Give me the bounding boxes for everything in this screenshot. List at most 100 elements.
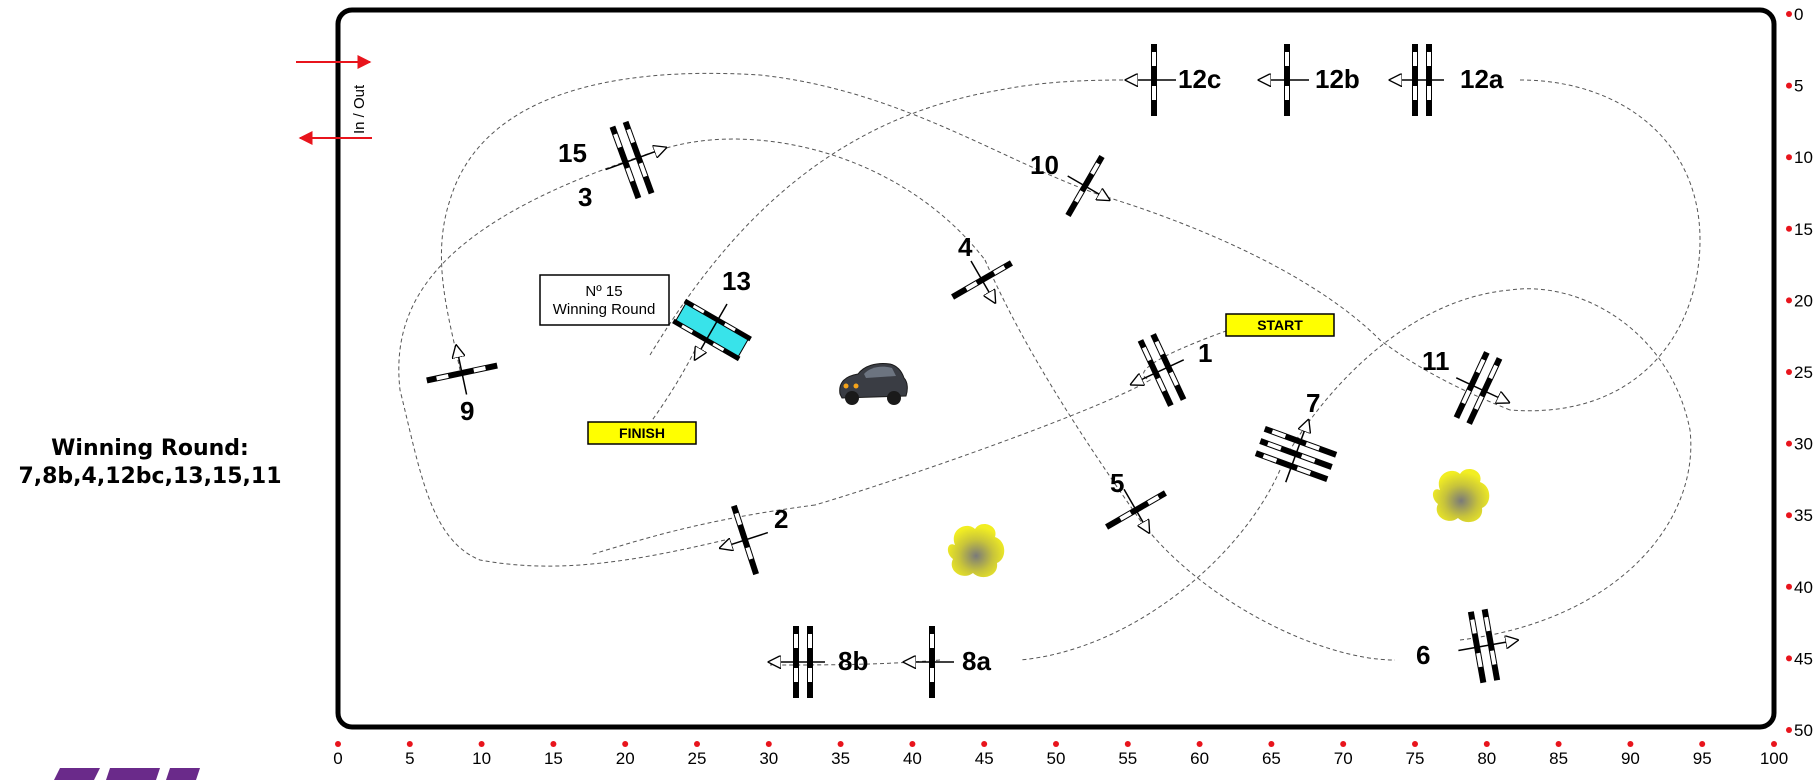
x-axis-label: 35 [831,749,850,768]
obstacle-number-3: 3 [578,182,592,212]
obstacle-7 [1254,407,1338,483]
obstacle-8a [904,626,954,698]
x-axis-tick [1053,741,1059,747]
x-axis-tick [1268,741,1275,747]
x-axis-tick [1412,741,1418,747]
x-axis-label: 10 [472,749,491,768]
obstacle-number-7: 7 [1306,388,1320,418]
x-axis-label: 30 [759,749,778,768]
course-route [398,72,1701,666]
x-axis-tick [1340,741,1347,747]
y-axis-label: 15 [1794,220,1813,239]
finish-label: FINISH [619,425,665,441]
x-axis-label: 70 [1334,749,1353,768]
obstacle-11 [1453,351,1524,425]
x-axis-tick [837,741,844,747]
x-axis-tick [1196,741,1203,747]
x-axis-tick [981,741,988,747]
x-axis-tick [550,741,557,747]
obstacle-number-12b: 12b [1315,64,1360,94]
y-axis-tick [1786,369,1792,375]
y-axis-tick [1786,225,1792,232]
obstacle-8b [769,626,825,698]
obstacle-3-15 [605,120,679,200]
x-axis-label: 55 [1118,749,1137,768]
y-axis-tick [1786,583,1792,590]
y-axis-label: 30 [1794,435,1813,454]
y-axis-label: 10 [1794,148,1813,167]
y-axis-tick [1786,440,1792,447]
obstacle-9 [426,338,498,395]
winning-round-box-line2: Winning Round [553,301,656,318]
x-axis-label: 40 [903,749,922,768]
winning-round-legend-sequence: 7,8b,4,12bc,13,15,11 [18,464,282,489]
obstacle-13 [672,298,752,378]
y-axis-label: 40 [1794,578,1813,597]
in-out-label: In / Out [351,84,368,134]
x-axis-label: 85 [1549,749,1568,768]
organizer-logo [54,768,200,780]
obstacle-number-12c: 12c [1178,64,1221,94]
x-axis-tick [1124,741,1131,747]
obstacle-number-8b: 8b [838,646,868,676]
x-axis-tick [694,741,700,747]
obstacle-number-1: 1 [1198,338,1212,368]
obstacle-number-15: 15 [558,138,587,168]
x-axis-tick [1771,741,1777,747]
x-axis-label: 65 [1262,749,1281,768]
winning-round-legend-title: Winning Round: [51,436,249,461]
x-axis-label: 5 [405,749,414,768]
obstacle-10 [1065,155,1127,217]
x-axis-tick [335,741,341,747]
x-axis-label: 0 [333,749,342,768]
obstacle-number-11: 11 [1422,346,1450,376]
x-axis-label: 90 [1621,749,1640,768]
x-axis-label: 20 [616,749,635,768]
x-axis-label: 45 [975,749,994,768]
obstacle-number-9: 9 [460,396,474,426]
x-axis-label: 100 [1760,749,1788,768]
y-axis-tick [1786,297,1792,304]
winning-round-box [539,274,670,326]
y-axis-tick [1786,512,1792,519]
obstacle-number-12a: 12a [1460,64,1504,94]
winning-round-legend: Winning Round: 7,8b,4,12bc,13,15,11 [0,435,300,491]
x-axis-tick [1627,741,1634,747]
x-axis-tick [622,741,629,747]
y-axis-label: 0 [1794,5,1803,24]
y-axis-tick [1786,655,1792,662]
x-axis-tick [1699,741,1706,747]
obstacle-12c [1126,44,1176,116]
obstacle-12a [1390,44,1444,116]
x-axis-label: 25 [688,749,707,768]
x-axis-label: 95 [1693,749,1712,768]
x-axis-label: 50 [1047,749,1066,768]
y-axis-tick [1786,154,1792,161]
obstacle-number-2: 2 [774,504,788,534]
x-axis: 0 5 10 15 20 25 30 35 40 45 50 55 60 65 70 75 80 85 90 95 10… [333,741,1788,768]
bush-icon [1432,468,1490,523]
obstacle-number-8a: 8a [962,646,991,676]
y-axis-tick [1786,11,1792,17]
obstacle-number-6: 6 [1416,640,1430,670]
y-axis-label: 5 [1794,77,1803,96]
y-axis-tick [1786,727,1792,733]
y-axis: 0 5 10 15 20 25 30 35 40 45 50 [1786,5,1813,740]
x-axis-label: 75 [1406,749,1425,768]
obstacle-12b [1259,44,1309,116]
y-axis-label: 50 [1794,721,1813,740]
x-axis-tick [1555,741,1562,747]
arena-border [335,7,1777,730]
x-axis-label: 80 [1477,749,1496,768]
y-axis-label: 20 [1794,291,1813,310]
winning-round-box-line1: Nº 15 [585,283,622,300]
obstacle-1 [1116,333,1187,407]
obstacle-6 [1458,608,1524,684]
obstacle-2 [709,504,769,576]
x-axis-tick [765,741,772,747]
x-axis-label: 15 [544,749,563,768]
x-axis-tick [478,741,485,747]
y-axis-label: 45 [1794,649,1813,668]
start-marker [1225,313,1335,337]
x-axis-tick [1483,741,1490,747]
